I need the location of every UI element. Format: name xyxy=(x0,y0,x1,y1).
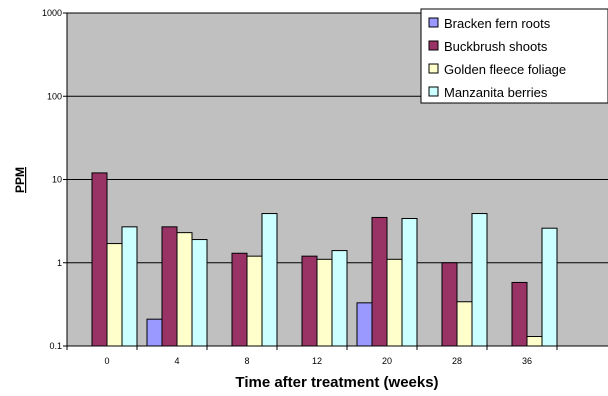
bar xyxy=(121,226,138,347)
x-ticks: 0 4 8 12 20 28 36 xyxy=(66,346,558,366)
x-tick-label: 12 xyxy=(312,356,322,366)
x-tick-label: 36 xyxy=(522,356,532,366)
x-tick-label: 0 xyxy=(104,356,109,366)
bar xyxy=(456,301,473,347)
legend-label: Golden fleece foliage xyxy=(444,62,566,77)
y-ticks: 0.1 1 10 100 1000 xyxy=(42,8,67,351)
bar xyxy=(471,213,488,347)
y-tick-label: 1000 xyxy=(42,8,62,18)
bar xyxy=(526,336,543,347)
y-tick-label: 0.1 xyxy=(49,341,62,351)
legend-label: Bracken fern roots xyxy=(444,16,551,31)
legend-swatch xyxy=(428,86,439,97)
bar xyxy=(371,216,388,347)
bar xyxy=(441,262,458,347)
bar xyxy=(301,255,318,347)
legend-label: Manzanita berries xyxy=(444,85,548,100)
legend-label: Buckbrush shoots xyxy=(444,39,548,54)
x-tick-label: 4 xyxy=(174,356,179,366)
bar xyxy=(356,302,373,347)
y-tick-label: 1 xyxy=(57,258,62,268)
bar xyxy=(231,252,248,347)
bar xyxy=(106,243,123,347)
bar xyxy=(511,281,528,347)
bar xyxy=(386,258,403,347)
bar xyxy=(541,227,558,347)
y-tick-label: 10 xyxy=(52,175,62,185)
bar xyxy=(176,232,193,347)
y-axis-title: PPM xyxy=(13,167,27,193)
y-tick-label: 100 xyxy=(47,91,62,101)
legend: Bracken fern roots Buckbrush shoots Golden… xyxy=(420,8,608,104)
legend-swatch xyxy=(428,63,439,74)
bar xyxy=(331,250,348,347)
legend-swatch xyxy=(428,40,439,51)
x-tick-label: 28 xyxy=(452,356,462,366)
bar xyxy=(401,218,418,347)
bar xyxy=(261,213,278,347)
bar xyxy=(91,172,108,347)
legend-swatch xyxy=(428,17,439,28)
bar xyxy=(246,255,263,347)
x-axis-title: Time after treatment (weeks) xyxy=(235,374,438,391)
x-tick-label: 20 xyxy=(382,356,392,366)
bar xyxy=(191,239,208,347)
bar xyxy=(161,226,178,347)
bar xyxy=(146,318,163,347)
x-tick-label: 8 xyxy=(244,356,249,366)
legend-box xyxy=(420,8,608,104)
bar xyxy=(316,258,333,347)
